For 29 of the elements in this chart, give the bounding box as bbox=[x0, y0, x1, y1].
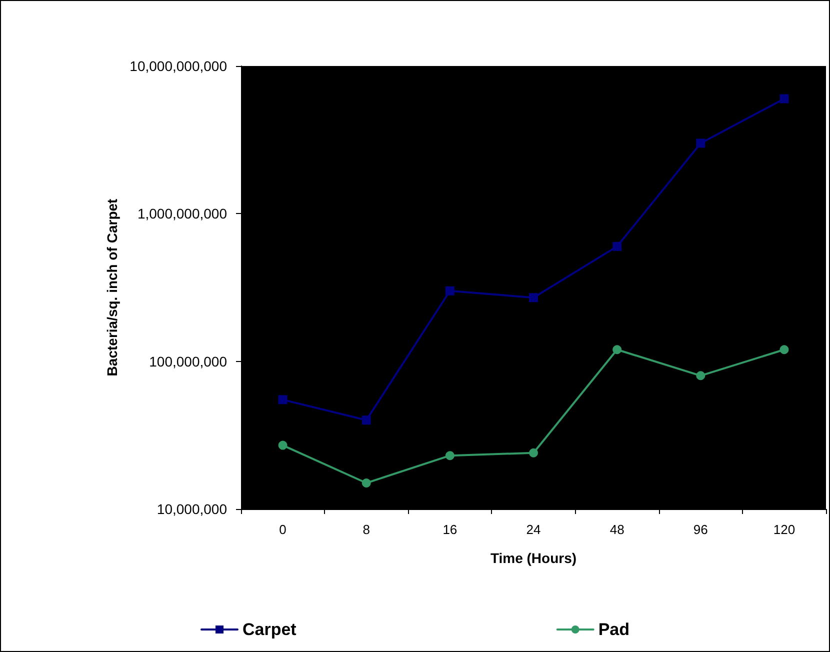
y-tick-label: 10,000,000,000 bbox=[130, 58, 228, 74]
y-tick-label: 10,000,000 bbox=[156, 501, 228, 517]
y-tick-label: 1,000,000,000 bbox=[137, 206, 228, 222]
point bbox=[445, 451, 454, 460]
point bbox=[780, 345, 789, 354]
legend-label: Pad bbox=[598, 620, 630, 639]
point bbox=[529, 448, 538, 458]
y-tick-label: 100,000,000 bbox=[149, 353, 228, 370]
point bbox=[612, 242, 622, 251]
point bbox=[445, 286, 454, 296]
x-tick-label: 0 bbox=[279, 522, 286, 537]
point bbox=[696, 371, 706, 380]
point bbox=[362, 416, 371, 425]
x-tick-label: 16 bbox=[442, 522, 458, 537]
point bbox=[529, 293, 538, 302]
x-tick-label: 24 bbox=[526, 522, 541, 537]
point bbox=[612, 345, 622, 354]
x-axis-title: Time (Hours) bbox=[490, 550, 577, 566]
point bbox=[696, 138, 706, 148]
x-tick-label: 96 bbox=[693, 522, 708, 537]
x-tick-label: 48 bbox=[610, 522, 624, 537]
point bbox=[780, 94, 789, 104]
point bbox=[278, 395, 288, 404]
y-axis-title: Bacteria/sq. inch of Carpet bbox=[104, 198, 120, 376]
x-tick-label: 120 bbox=[773, 522, 796, 537]
x-tick-label: 8 bbox=[362, 522, 370, 537]
point bbox=[362, 478, 371, 488]
point bbox=[278, 440, 288, 450]
legend-label: Carpet bbox=[242, 620, 297, 639]
